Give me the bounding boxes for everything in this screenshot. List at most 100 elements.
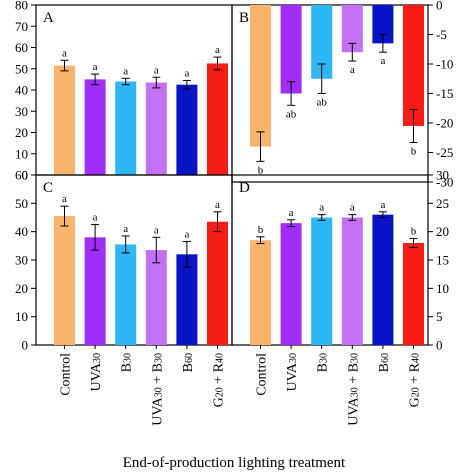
x-tick-label: Control: [255, 353, 270, 396]
significance-label: a: [93, 212, 98, 224]
x-tick-label: UVA30: [89, 353, 104, 392]
bar-a-5: [207, 63, 228, 175]
significance-label: ab: [317, 97, 328, 109]
x-tick-label: B30: [316, 353, 331, 372]
bar-a-3: [145, 82, 167, 175]
panel-letter: B: [239, 10, 249, 26]
y-tick-label: 30: [15, 253, 28, 268]
significance-label: a: [380, 55, 385, 67]
significance-label: a: [62, 193, 67, 205]
y-tick-label: 80: [15, 0, 28, 13]
bar-c-5: [207, 221, 228, 345]
y-tick-label: 20: [15, 125, 28, 140]
bar-d-4: [372, 214, 394, 345]
y-tick-label: -15: [436, 86, 453, 101]
x-tick-label: Control: [59, 353, 74, 396]
bar-d-3: [341, 217, 363, 345]
bar-d-1: [280, 223, 302, 345]
y-tick-label: 20: [436, 224, 449, 239]
bar-c-1: [84, 237, 106, 345]
y-tick-label: 10: [15, 309, 28, 324]
y-tick-label: 20: [15, 281, 28, 296]
bar-a-4: [176, 84, 198, 175]
y-tick-label: 40: [15, 224, 28, 239]
y-tick-label: -10: [436, 57, 453, 72]
panel-letter: D: [239, 180, 250, 196]
panel-d: D 0 5 10 15 20 25 30 b a a a a b: [231, 168, 449, 353]
x-tick-label: G20 + R40: [212, 353, 227, 407]
x-tick-label: UVA30 + B30: [150, 353, 165, 426]
y-tick-label: 25: [436, 196, 449, 211]
x-tick-label: B30: [120, 353, 135, 372]
y-tick-label: 0: [22, 168, 29, 183]
bar-d-2: [311, 217, 333, 345]
y-tick-label: 15: [436, 253, 449, 268]
y-tick-label: 5: [436, 309, 443, 324]
significance-label: b: [411, 225, 417, 237]
x-tick-labels: Control UVA30 B30 UVA30 + B30 B60 G20 + R40 Co…: [59, 353, 423, 426]
panel-letter: C: [43, 180, 53, 196]
significance-label: b: [258, 224, 264, 236]
significance-label: b: [411, 145, 417, 157]
bar-b-5: [403, 5, 424, 126]
bar-b-0: [250, 5, 271, 147]
x-tick-label: UVA30: [285, 353, 300, 392]
y-tick-label: 0: [436, 338, 443, 353]
y-tick-label: -20: [436, 116, 453, 131]
bar-d-5: [403, 243, 424, 345]
bar-c-3: [145, 250, 167, 345]
bar-a-1: [84, 79, 106, 175]
y-tick-label: 60: [15, 168, 28, 183]
y-tick-label: 0: [22, 338, 29, 353]
significance-label: a: [350, 202, 355, 214]
significance-label: a: [215, 199, 220, 211]
y-tick-label: -5: [436, 27, 447, 42]
significance-label: a: [215, 44, 220, 56]
significance-label: a: [289, 207, 294, 219]
significance-label: a: [154, 224, 159, 236]
y-tick-label: -30: [436, 175, 453, 190]
bar-a-2: [115, 81, 137, 175]
significance-label: a: [350, 64, 355, 76]
significance-label: a: [123, 65, 128, 77]
y-tick-label: 50: [15, 196, 28, 211]
y-tick-label: 70: [15, 19, 28, 34]
y-tick-label: 40: [15, 83, 28, 98]
significance-label: a: [184, 67, 189, 79]
bar-b-4: [372, 5, 394, 44]
panel-a: A 0 10 20 30 40 50 60 70 80 a a a a a a: [15, 0, 233, 183]
y-tick-label: 10: [436, 281, 449, 296]
significance-label: a: [123, 223, 128, 235]
y-tick-label: -25: [436, 145, 453, 160]
bar-c-4: [176, 254, 198, 345]
y-tick-label: 50: [15, 61, 28, 76]
x-tick-label: B60: [377, 353, 392, 372]
y-tick-label: 10: [15, 146, 28, 161]
bar-b-2: [311, 5, 333, 79]
y-tick-label: 30: [436, 168, 449, 183]
x-tick-label: UVA30 + B30: [346, 353, 361, 426]
bar-c-2: [115, 244, 137, 345]
x-axis-label: End-of-production lighting treatment: [123, 455, 346, 471]
significance-label: b: [258, 164, 264, 176]
significance-label: a: [184, 229, 189, 241]
bar-b-1: [280, 5, 302, 94]
significance-label: a: [154, 64, 159, 76]
x-tick-label: G20 + R40: [408, 353, 423, 407]
bar-d-0: [250, 240, 271, 345]
panel-letter: A: [43, 10, 54, 26]
x-tick-label: B60: [181, 353, 196, 372]
significance-label: a: [319, 202, 324, 214]
y-tick-label: 30: [15, 104, 28, 119]
y-tick-label: 60: [15, 40, 28, 55]
y-tick-label: 0: [436, 0, 443, 13]
significance-label: a: [93, 61, 98, 73]
bar-b-3: [341, 5, 363, 53]
bar-c-0: [54, 216, 75, 345]
significance-label: ab: [286, 108, 297, 120]
bar-a-0: [54, 65, 75, 175]
significance-label: a: [380, 199, 385, 211]
